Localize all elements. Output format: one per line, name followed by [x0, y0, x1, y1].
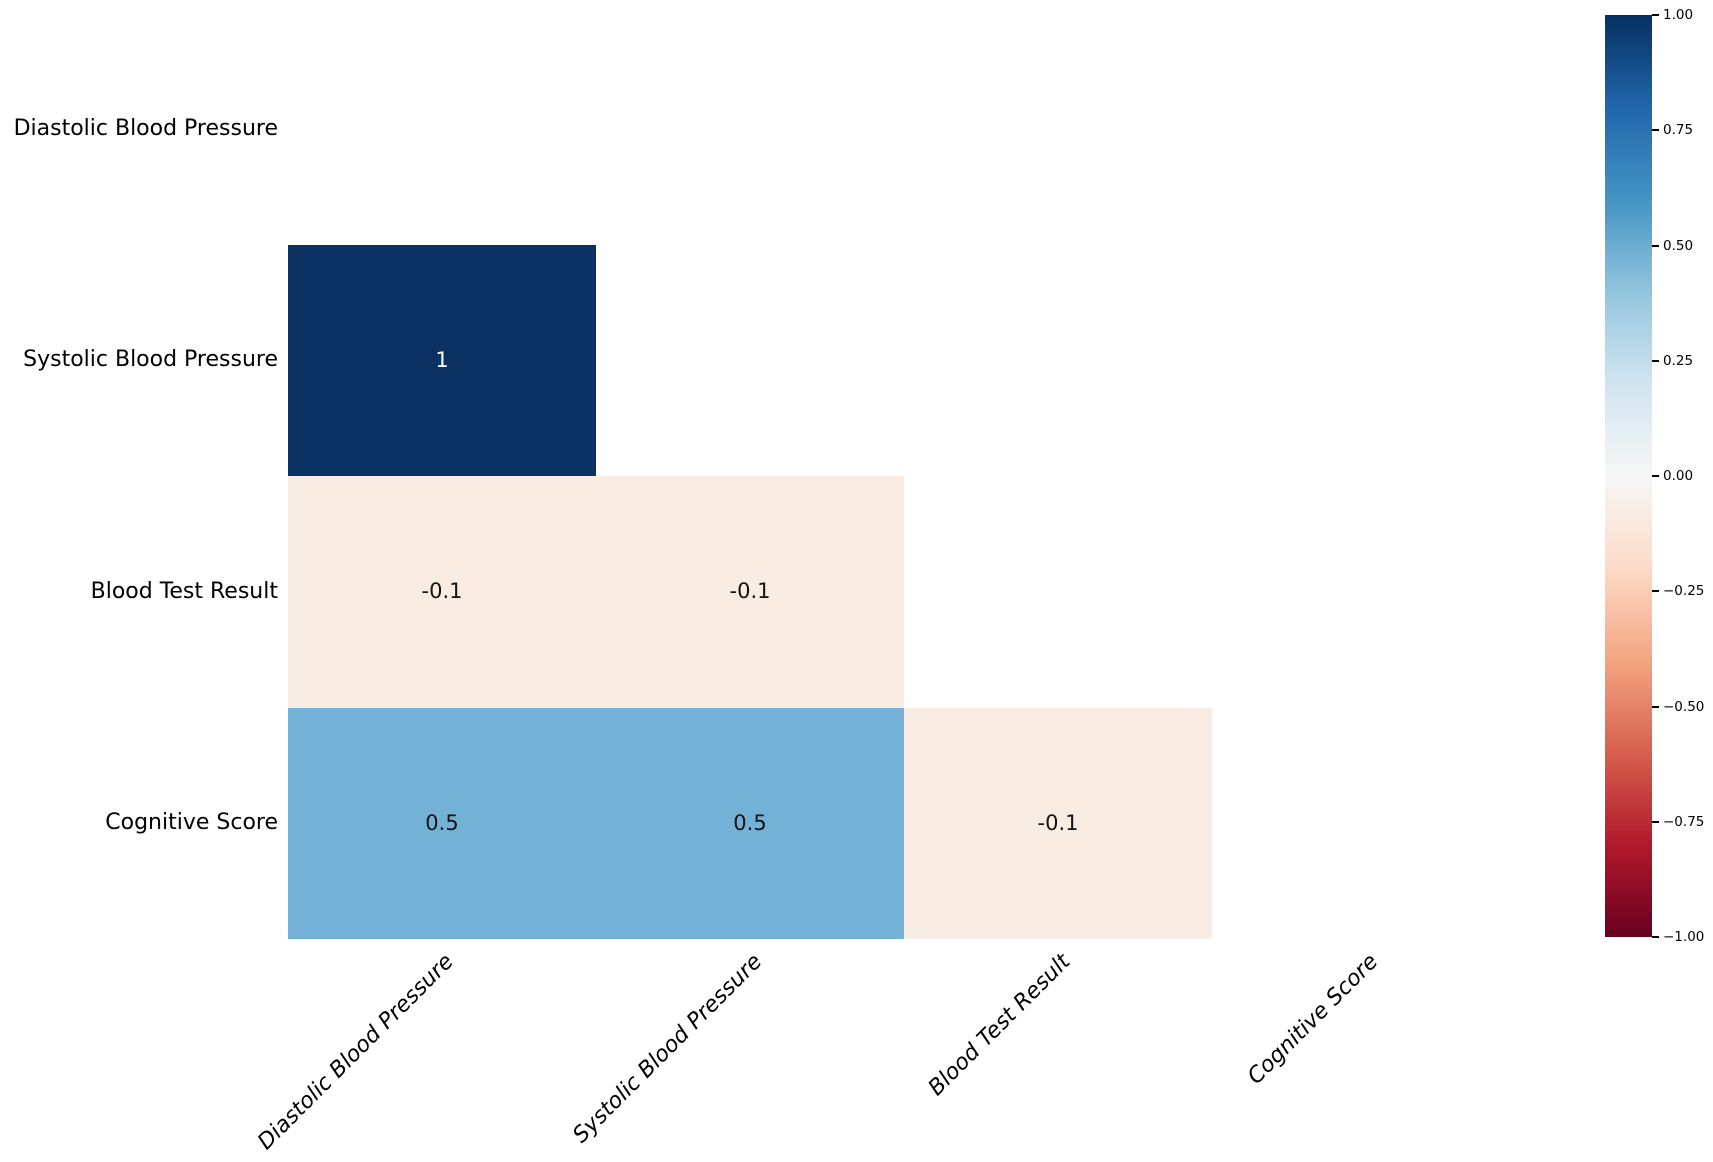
colorbar-tick-mark: [1652, 590, 1659, 593]
colorbar-tick-label: 1.00: [1663, 7, 1694, 23]
y-tick-label: Systolic Blood Pressure: [23, 347, 278, 373]
x-tick-label: Blood Test Result: [923, 949, 1075, 1101]
y-tick-label: Cognitive Score: [105, 810, 278, 836]
colorbar-tick-label: −0.75: [1663, 813, 1705, 830]
colorbar-tick-mark: [1652, 244, 1659, 247]
cell-value: 0.5: [733, 810, 767, 835]
colorbar-tick-mark: [1652, 359, 1659, 362]
colorbar-tick-mark: [1652, 705, 1659, 708]
y-tick-label: Diastolic Blood Pressure: [13, 115, 278, 141]
heatmap-cell-r2c0: -0.1: [288, 476, 596, 708]
x-tick-label: Diastolic Blood Pressure: [253, 949, 459, 1155]
heatmap-cell-r3c1: 0.5: [596, 707, 904, 939]
cell-value: -0.1: [729, 579, 771, 604]
colorbar-tick-mark: [1652, 475, 1659, 477]
heatmap-cell-r2c1: -0.1: [596, 476, 904, 708]
x-tick-label: Cognitive Score: [1242, 949, 1383, 1090]
colorbar-tick-label: 0.75: [1663, 122, 1694, 139]
heatmap-cell-r1c0: 1: [288, 244, 596, 476]
colorbar-tick-mark: [1652, 129, 1659, 132]
colorbar-tick-label: −0.50: [1663, 698, 1705, 715]
colorbar-gradient: [1605, 15, 1652, 937]
cell-value: -0.1: [1037, 810, 1079, 835]
heatmap-cell-r3c0: 0.5: [288, 707, 596, 939]
x-tick-label: Systolic Blood Pressure: [568, 949, 767, 1149]
colorbar-tick-mark: [1652, 14, 1659, 16]
colorbar-tick-label: 0.00: [1663, 468, 1694, 484]
colorbar-tick-label: −0.25: [1663, 583, 1705, 600]
colorbar-tick-label: 0.50: [1663, 237, 1694, 254]
colorbar-tick-label: −1.00: [1663, 929, 1705, 945]
colorbar-tick-mark: [1652, 820, 1659, 823]
y-tick-label: Blood Test Result: [90, 578, 278, 604]
colorbar: [1605, 15, 1652, 937]
cell-value: 1: [435, 347, 449, 372]
cell-value: -0.1: [421, 579, 463, 604]
cell-value: 0.5: [425, 810, 459, 835]
colorbar-tick-mark: [1652, 936, 1659, 938]
colorbar-tick-label: 0.25: [1663, 352, 1694, 369]
heatmap-cell-r3c2: -0.1: [904, 707, 1212, 939]
